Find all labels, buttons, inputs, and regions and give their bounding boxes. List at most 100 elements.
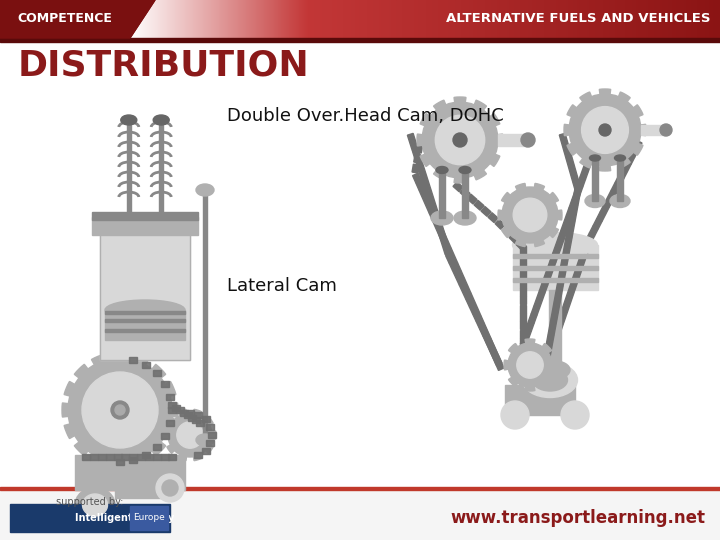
Bar xyxy=(166,394,174,400)
Bar xyxy=(704,0,707,38)
Bar xyxy=(456,0,459,38)
Bar xyxy=(282,0,284,38)
Bar xyxy=(443,245,451,255)
Bar xyxy=(161,433,169,439)
Bar xyxy=(561,306,569,315)
Bar xyxy=(500,0,503,38)
Bar xyxy=(43,0,48,38)
Bar xyxy=(203,0,206,38)
Bar xyxy=(387,0,390,38)
Bar xyxy=(544,351,551,360)
Bar xyxy=(335,0,339,38)
Bar xyxy=(500,0,505,38)
Bar xyxy=(513,266,598,270)
Bar xyxy=(358,0,361,38)
Bar xyxy=(115,0,120,38)
Bar xyxy=(83,0,87,38)
Bar xyxy=(685,0,688,38)
Bar xyxy=(425,0,428,38)
Text: Double Over.Head Cam, DOHC: Double Over.Head Cam, DOHC xyxy=(227,107,503,125)
Bar xyxy=(439,168,445,218)
Bar xyxy=(469,301,477,310)
Bar xyxy=(378,0,382,38)
Bar xyxy=(133,0,138,38)
Bar xyxy=(129,454,138,460)
Bar xyxy=(486,0,489,38)
Bar xyxy=(679,0,682,38)
Bar xyxy=(431,0,434,38)
Ellipse shape xyxy=(196,184,214,196)
Wedge shape xyxy=(167,417,190,435)
Bar xyxy=(604,198,613,207)
Wedge shape xyxy=(120,354,148,410)
Wedge shape xyxy=(564,124,605,136)
Bar xyxy=(496,0,499,38)
Bar xyxy=(555,0,558,38)
Bar xyxy=(521,336,528,346)
Bar xyxy=(194,453,202,458)
Bar xyxy=(319,0,322,38)
Bar xyxy=(693,0,696,38)
Bar xyxy=(421,0,426,38)
Bar xyxy=(256,0,258,38)
Bar xyxy=(675,0,678,38)
Bar xyxy=(227,0,231,38)
Bar xyxy=(418,165,426,175)
Bar xyxy=(68,0,73,38)
Bar xyxy=(527,0,530,38)
Bar xyxy=(698,0,703,38)
Bar xyxy=(644,0,649,38)
Bar xyxy=(274,0,278,38)
Bar xyxy=(469,305,478,314)
Wedge shape xyxy=(91,354,120,410)
Bar xyxy=(395,0,398,38)
Ellipse shape xyxy=(115,405,125,415)
Bar xyxy=(353,0,357,38)
Bar xyxy=(559,133,567,143)
Bar xyxy=(279,0,282,38)
Bar xyxy=(195,0,198,38)
Bar xyxy=(520,246,526,254)
Bar xyxy=(413,0,416,38)
Wedge shape xyxy=(599,89,611,130)
Bar xyxy=(429,211,438,220)
Wedge shape xyxy=(525,339,535,365)
Bar xyxy=(197,0,200,38)
Wedge shape xyxy=(530,215,544,247)
Bar xyxy=(379,0,383,38)
Bar xyxy=(138,0,141,38)
Bar xyxy=(155,0,159,38)
Bar xyxy=(474,0,477,38)
Bar xyxy=(611,183,620,193)
Bar xyxy=(540,0,544,38)
Bar xyxy=(320,0,325,38)
Bar xyxy=(181,0,184,38)
Bar xyxy=(40,0,44,38)
Bar xyxy=(472,308,481,318)
Bar xyxy=(97,0,102,38)
Bar xyxy=(364,0,367,38)
Bar xyxy=(441,238,449,247)
Bar xyxy=(310,0,314,38)
Bar xyxy=(537,0,540,38)
Bar xyxy=(701,0,703,38)
Bar xyxy=(520,263,526,271)
Bar xyxy=(411,0,414,38)
Bar xyxy=(4,0,8,38)
Bar xyxy=(462,0,465,38)
Bar xyxy=(467,194,477,204)
Bar xyxy=(498,0,500,38)
Bar xyxy=(472,0,475,38)
Bar xyxy=(184,412,192,418)
Bar xyxy=(274,0,276,38)
Ellipse shape xyxy=(614,155,626,161)
Bar xyxy=(605,0,609,38)
Bar xyxy=(199,0,202,38)
Bar xyxy=(549,290,561,370)
Bar xyxy=(105,319,185,322)
Bar xyxy=(346,0,349,38)
Bar xyxy=(645,0,648,38)
Bar xyxy=(428,0,433,38)
Bar xyxy=(462,168,468,218)
Bar xyxy=(130,0,134,38)
